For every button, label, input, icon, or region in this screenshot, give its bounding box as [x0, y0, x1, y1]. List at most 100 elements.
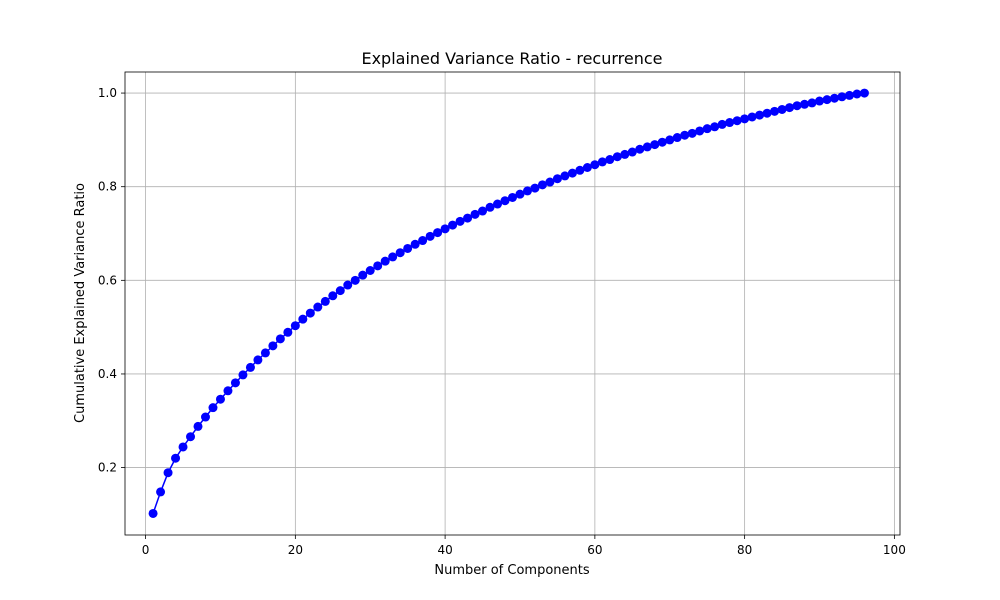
data-point: [388, 252, 398, 262]
data-point: [844, 90, 854, 100]
data-point: [358, 270, 368, 280]
data-point: [230, 378, 240, 388]
data-point: [313, 302, 323, 312]
y-tick-label: 1.0: [98, 86, 117, 100]
data-point: [635, 144, 645, 154]
x-tick-label: 0: [142, 543, 150, 557]
data-point: [448, 220, 458, 230]
data-point: [238, 370, 248, 380]
y-axis-label: Cumulative Explained Variance Ratio: [73, 183, 88, 423]
data-point: [478, 206, 488, 216]
data-point: [620, 149, 630, 159]
data-point: [859, 88, 869, 98]
data-point: [672, 133, 682, 143]
data-point: [687, 128, 697, 138]
data-point: [642, 142, 652, 152]
data-point: [283, 327, 293, 337]
data-point: [515, 189, 525, 199]
data-point: [732, 116, 742, 126]
data-point: [335, 286, 345, 296]
x-tick-label: 20: [288, 543, 303, 557]
y-tick-label: 0.8: [98, 180, 117, 194]
data-point: [320, 296, 330, 306]
data-point: [612, 152, 622, 162]
data-point: [253, 355, 263, 365]
data-point: [193, 421, 203, 431]
data-point: [148, 508, 158, 518]
data-point: [455, 216, 465, 226]
data-point: [627, 147, 637, 157]
grid-lines: [125, 72, 900, 535]
data-point: [807, 98, 817, 108]
data-point: [493, 199, 503, 209]
data-point: [852, 89, 862, 99]
data-point: [440, 224, 450, 234]
data-point: [657, 137, 667, 147]
data-point: [829, 93, 839, 103]
data-point: [702, 124, 712, 134]
data-point: [530, 183, 540, 193]
data-point: [717, 119, 727, 129]
data-point: [156, 487, 166, 497]
data-point: [695, 126, 705, 136]
data-point: [298, 314, 308, 324]
data-point: [605, 155, 615, 165]
data-point: [163, 468, 173, 478]
data-point: [208, 403, 218, 413]
data-point: [792, 101, 802, 111]
data-point: [545, 177, 555, 187]
data-point: [650, 140, 660, 150]
data-point: [755, 110, 765, 120]
data-point: [268, 341, 278, 351]
data-point: [710, 122, 720, 132]
data-point: [260, 348, 270, 358]
x-tick-label: 80: [737, 543, 752, 557]
data-point: [522, 186, 532, 196]
data-point: [343, 280, 353, 290]
x-tick-label: 40: [437, 543, 452, 557]
x-tick-label: 60: [587, 543, 602, 557]
axis-ticks: 0 20 40 60 80 100 0.2 0.4 0.6 0.8 1.0: [98, 86, 906, 557]
y-tick-label: 0.4: [98, 367, 117, 381]
data-point: [590, 160, 600, 170]
data-point: [800, 99, 810, 109]
data-point: [463, 213, 473, 223]
data-point: [425, 231, 435, 241]
data-point: [485, 202, 495, 212]
data-point: [567, 168, 577, 178]
y-tick-label: 0.6: [98, 273, 117, 287]
data-point: [275, 334, 285, 344]
data-point: [500, 196, 510, 206]
data-point: [740, 114, 750, 124]
data-point: [305, 308, 315, 318]
data-point: [837, 92, 847, 102]
data-point: [380, 256, 390, 266]
x-axis-label: Number of Components: [434, 563, 589, 578]
data-point: [186, 432, 196, 442]
data-point: [418, 236, 428, 246]
data-point: [200, 412, 210, 422]
data-point: [178, 442, 188, 452]
data-point: [582, 163, 592, 173]
data-point: [747, 112, 757, 122]
x-tick-label: 100: [883, 543, 906, 557]
series-layer: [148, 88, 869, 518]
data-point: [597, 157, 607, 167]
data-point: [403, 243, 413, 253]
data-point: [552, 174, 562, 184]
data-point: [433, 228, 443, 238]
data-point: [171, 453, 181, 463]
data-point: [815, 96, 825, 106]
chart-title: Explained Variance Ratio - recurrence: [361, 49, 662, 68]
data-point: [665, 135, 675, 145]
data-point: [777, 104, 787, 114]
data-point: [762, 108, 772, 118]
data-point: [537, 180, 547, 190]
data-point: [223, 386, 233, 396]
data-point: [680, 130, 690, 140]
data-point: [822, 95, 832, 105]
data-point: [560, 171, 570, 181]
data-point: [508, 192, 517, 202]
